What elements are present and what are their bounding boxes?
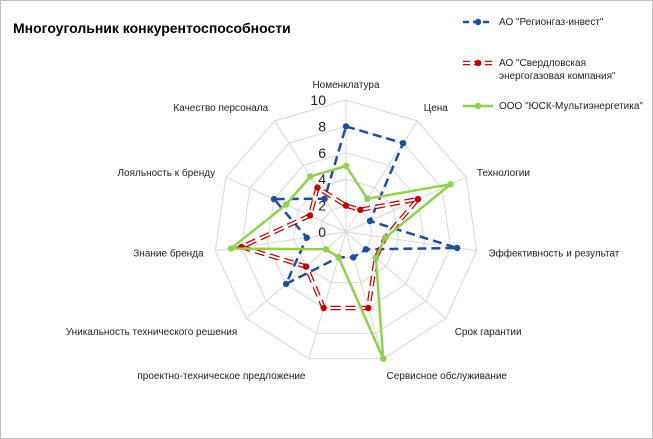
series-point bbox=[227, 245, 235, 252]
category-label: Уникальность технического решения bbox=[66, 327, 238, 338]
series-point bbox=[372, 254, 380, 262]
category-label: Лояльность к бренду bbox=[117, 167, 215, 179]
series-point bbox=[365, 304, 372, 312]
r-tick-label: 4 bbox=[318, 171, 326, 187]
series-point bbox=[364, 195, 371, 202]
r-tick-label: 10 bbox=[310, 92, 326, 108]
series-point bbox=[322, 246, 330, 253]
category-label: Номенклатура bbox=[312, 80, 380, 91]
r-tick-label: 0 bbox=[318, 224, 326, 240]
series-point bbox=[302, 263, 310, 270]
grid-spoke bbox=[345, 120, 418, 233]
series-point bbox=[342, 202, 350, 209]
grid-ring bbox=[214, 99, 478, 360]
legend-swatch bbox=[463, 102, 493, 110]
series-3 bbox=[227, 162, 455, 362]
series-point bbox=[314, 184, 321, 191]
series-point bbox=[303, 234, 310, 241]
series-layer bbox=[227, 123, 461, 362]
grid-ring bbox=[240, 125, 452, 334]
series-line bbox=[271, 124, 458, 287]
series-point bbox=[362, 246, 370, 253]
category-label: Срок гарантии bbox=[455, 327, 522, 338]
series-point bbox=[282, 280, 290, 288]
legend-label: АО "Регионгаз-инвест" bbox=[499, 17, 604, 28]
grid-spoke bbox=[245, 231, 347, 319]
category-label: Эффективность и результат bbox=[488, 248, 619, 260]
series-point bbox=[321, 195, 328, 202]
series-point bbox=[306, 212, 314, 219]
radar-grid bbox=[214, 99, 478, 360]
series-point bbox=[453, 244, 461, 252]
category-label: Цена bbox=[424, 103, 448, 114]
series-point bbox=[282, 201, 290, 208]
category-label: Знание бренда bbox=[133, 248, 204, 260]
series-point bbox=[335, 254, 342, 261]
category-label: проектно-техническое предложение bbox=[137, 371, 306, 382]
r-tick-label: 8 bbox=[318, 118, 326, 134]
category-labels: Номенклатура Цена Технологии Эффективность … bbox=[66, 80, 620, 382]
series-point bbox=[382, 234, 389, 241]
category-label: Сервисное обслуживание bbox=[387, 370, 508, 382]
series-point bbox=[414, 195, 422, 203]
r-tick-label: 6 bbox=[318, 145, 326, 161]
series-point bbox=[447, 181, 454, 188]
r-tick-label: 2 bbox=[318, 198, 326, 214]
series-point bbox=[342, 123, 350, 130]
series-point bbox=[380, 355, 387, 362]
category-label: Технологии bbox=[477, 168, 530, 179]
series-point bbox=[399, 140, 407, 147]
series-point bbox=[350, 254, 357, 261]
legend-label: АО "Свердловская энергогазовая компания" bbox=[499, 58, 616, 82]
legend-swatch bbox=[463, 59, 493, 67]
series-point bbox=[270, 195, 278, 203]
series-point bbox=[366, 217, 374, 225]
series-point bbox=[307, 173, 314, 180]
category-label: Качество персонала bbox=[173, 103, 268, 114]
series-point bbox=[320, 304, 327, 312]
chart-title: Многоугольник конкурентоспособности bbox=[13, 20, 291, 36]
grid-spoke bbox=[345, 231, 384, 359]
legend-swatch bbox=[463, 18, 493, 26]
legend-label: ООО "ЮСК-Мультиэнергетика" bbox=[499, 101, 643, 112]
series-point bbox=[342, 162, 350, 170]
series-line-inner bbox=[238, 186, 421, 309]
grid-spoke bbox=[345, 231, 447, 319]
series-point bbox=[357, 206, 364, 213]
grid-spoke bbox=[308, 231, 347, 359]
series-line bbox=[227, 164, 455, 360]
radial-axis-ticks: 0 2 4 6 8 10 bbox=[310, 92, 326, 240]
